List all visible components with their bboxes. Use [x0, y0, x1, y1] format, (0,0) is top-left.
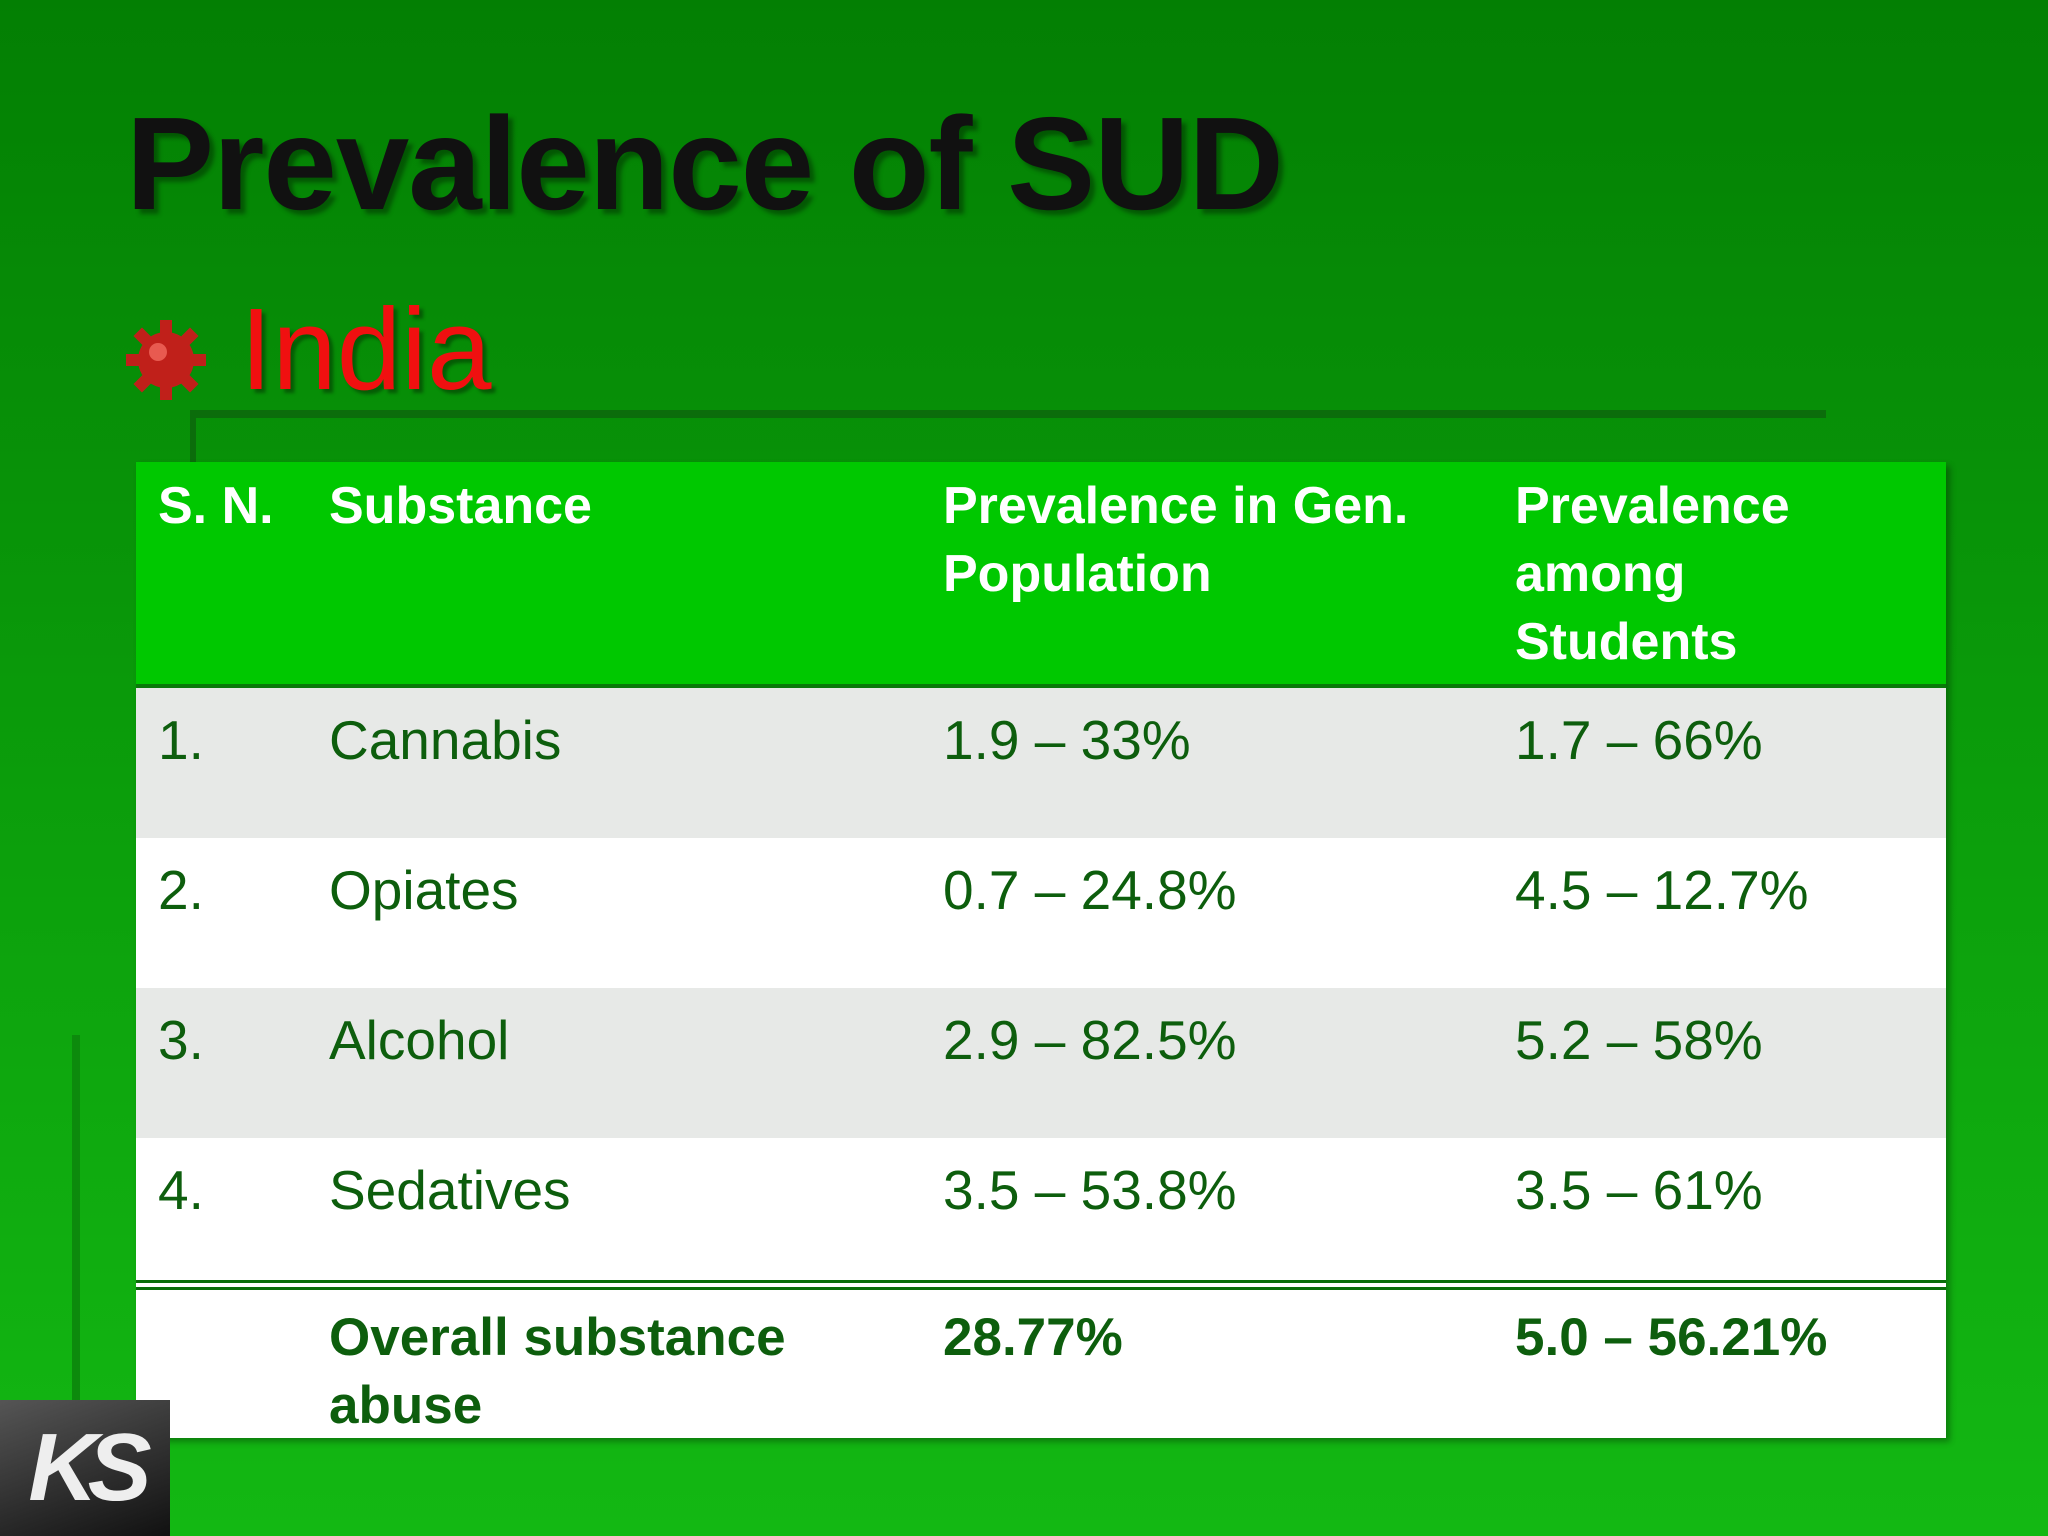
header-cell: S. N. — [158, 477, 274, 535]
table-cell: Sedatives — [329, 1159, 571, 1221]
table-cell: 1. — [158, 709, 204, 771]
table-cell: 1.7 – 66% — [1515, 709, 1763, 771]
data-table: S. N. Substance Prevalence in Gen. Popul… — [136, 462, 1946, 1438]
slide-title: Prevalence of SUD — [126, 90, 1284, 237]
total-label: Overall substance abuse — [329, 1308, 786, 1435]
subtitle: India — [240, 284, 492, 414]
table-cell: 3.5 – 53.8% — [943, 1159, 1237, 1221]
table-cell: Alcohol — [329, 1009, 510, 1071]
decor-line — [72, 1035, 80, 1535]
logo: KS — [0, 1400, 170, 1536]
table-cell: 3.5 – 61% — [1515, 1159, 1763, 1221]
total-row: Overall substance abuse 28.77% 5.0 – 56.… — [136, 1280, 1946, 1448]
table-cell: 2.9 – 82.5% — [943, 1009, 1237, 1071]
table-cell: 4. — [158, 1159, 204, 1221]
table-cell: Opiates — [329, 859, 519, 921]
table-cell: 3. — [158, 1009, 204, 1071]
header-row: S. N. Substance Prevalence in Gen. Popul… — [136, 462, 1946, 688]
header-cell: Prevalence among Students — [1515, 477, 1790, 671]
table-row: 3. Alcohol 2.9 – 82.5% 5.2 – 58% — [136, 988, 1946, 1138]
table-cell: 1.9 – 33% — [943, 709, 1191, 771]
total-students: 5.0 – 56.21% — [1515, 1308, 1828, 1367]
total-general: 28.77% — [943, 1308, 1123, 1367]
table-cell: 2. — [158, 859, 204, 921]
table-cell: Cannabis — [329, 709, 562, 771]
bullet-icon — [126, 320, 206, 400]
header-cell: Substance — [329, 477, 592, 535]
decor-line — [190, 410, 1826, 418]
table-row: 2. Opiates 0.7 – 24.8% 4.5 – 12.7% — [136, 838, 1946, 988]
decor-line — [190, 410, 196, 470]
table-cell: 4.5 – 12.7% — [1515, 859, 1809, 921]
header-cell: Prevalence in Gen. Population — [943, 477, 1409, 603]
table-cell: 0.7 – 24.8% — [943, 859, 1237, 921]
table-row: 4. Sedatives 3.5 – 53.8% 3.5 – 61% — [136, 1138, 1946, 1280]
table-row: 1. Cannabis 1.9 – 33% 1.7 – 66% — [136, 688, 1946, 838]
table-cell: 5.2 – 58% — [1515, 1009, 1763, 1071]
